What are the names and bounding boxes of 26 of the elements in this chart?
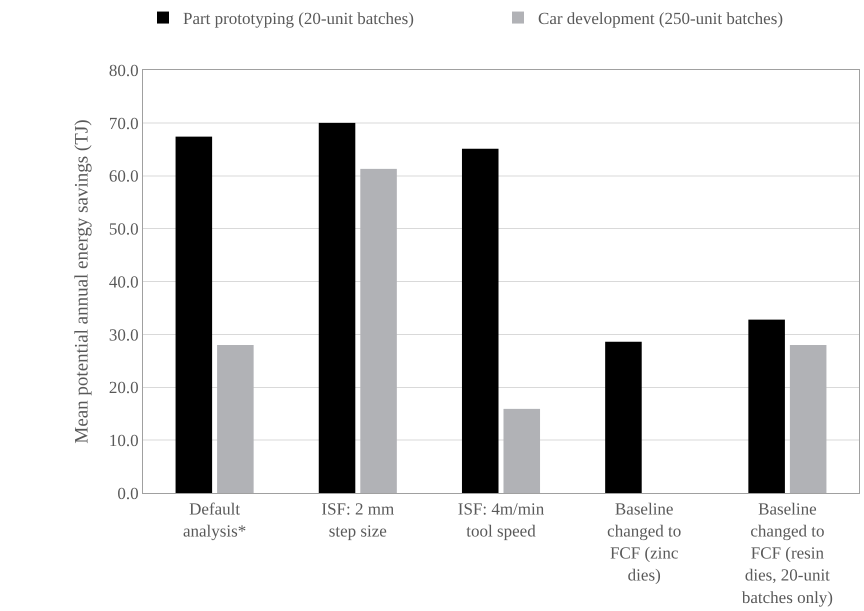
bar <box>748 320 785 493</box>
y-tick-label: 80.0 <box>108 60 139 80</box>
bar <box>360 168 397 493</box>
bar <box>318 122 356 493</box>
bar <box>605 342 642 493</box>
y-tick-label: 30.0 <box>108 325 139 344</box>
x-tick-label: Default analysis* <box>182 499 246 540</box>
x-tick-label: ISF: 2 mm step size <box>321 499 394 540</box>
bar <box>790 344 826 493</box>
legend-label: Part prototyping (20-unit batches) <box>183 9 414 28</box>
y-tick-label: 10.0 <box>108 431 139 450</box>
bar <box>503 408 540 493</box>
y-tick-label: 20.0 <box>108 378 139 398</box>
bar <box>217 344 254 493</box>
y-tick-label: 70.0 <box>108 114 139 133</box>
x-tick-label: Baseline changed to FCF (zinc dies) <box>607 499 682 585</box>
bar <box>462 148 499 493</box>
x-tick-label: ISF: 4m/min tool speed <box>458 499 545 540</box>
bar <box>176 136 212 493</box>
x-tick-label: Baseline changed to FCF (resin dies, 20-unit batches only) <box>742 499 833 607</box>
legend-label: Car development (250-unit batches) <box>538 9 784 28</box>
y-tick-label: 50.0 <box>108 220 139 239</box>
y-tick-label: 60.0 <box>108 166 139 186</box>
y-tick-label: 0.0 <box>117 484 139 503</box>
y-tick-label: 40.0 <box>108 272 139 292</box>
y-axis-title: Mean potential annual energy savings (TJ) <box>72 119 93 444</box>
